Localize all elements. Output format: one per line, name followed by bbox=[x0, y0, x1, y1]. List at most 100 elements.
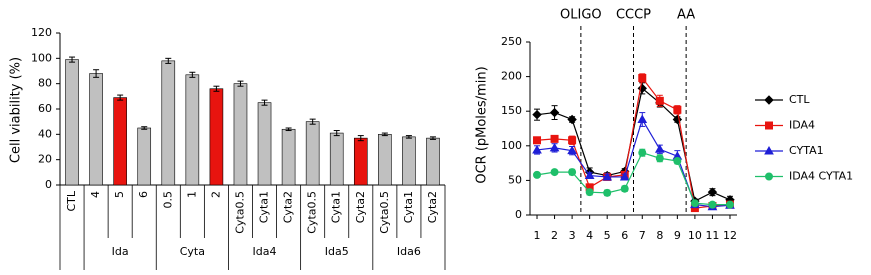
marker bbox=[603, 188, 612, 197]
x-tick-label: CTL bbox=[65, 190, 78, 211]
marker bbox=[673, 105, 682, 114]
group-label: Ida5 bbox=[325, 245, 349, 258]
bar bbox=[305, 121, 320, 186]
x-tick-label: Cyta2 bbox=[282, 191, 295, 223]
marker bbox=[549, 107, 560, 118]
legend-label: CYTA1 bbox=[789, 144, 824, 157]
group-label: Ida4 bbox=[253, 245, 277, 258]
marker bbox=[550, 134, 559, 143]
y-tick-label: 0 bbox=[45, 178, 52, 191]
marker bbox=[690, 199, 699, 208]
x-tick-label: 2 bbox=[209, 191, 222, 198]
y-tick-label: 150 bbox=[501, 104, 522, 117]
bar bbox=[257, 102, 272, 186]
marker bbox=[673, 157, 682, 166]
marker bbox=[765, 121, 773, 130]
bar bbox=[137, 127, 152, 186]
marker bbox=[584, 170, 595, 180]
x-tick-label: Cyta1 bbox=[258, 191, 271, 223]
x-tick-label: Cyta0.5 bbox=[306, 191, 319, 234]
legend-label: IDA4 CYTA1 bbox=[789, 170, 853, 183]
bar bbox=[426, 137, 440, 186]
y-tick-label: 100 bbox=[501, 139, 522, 152]
bar bbox=[329, 132, 344, 186]
marker bbox=[550, 168, 559, 177]
marker bbox=[602, 171, 613, 181]
legend-label: CTL bbox=[789, 93, 810, 106]
y-tick-label: 250 bbox=[501, 35, 522, 48]
marker bbox=[567, 114, 577, 125]
marker bbox=[532, 144, 542, 154]
marker bbox=[567, 145, 577, 155]
marker bbox=[655, 96, 664, 105]
x-tick-label: Cyta0.5 bbox=[378, 191, 391, 234]
bar bbox=[89, 73, 103, 186]
marker bbox=[637, 114, 648, 124]
marker bbox=[549, 142, 560, 152]
x-tick-label: 5 bbox=[604, 229, 611, 242]
bar bbox=[402, 136, 416, 186]
x-tick-label: Cyta1 bbox=[330, 191, 343, 223]
marker bbox=[568, 136, 577, 145]
x-tick-label: 0.5 bbox=[161, 191, 174, 209]
marker bbox=[619, 171, 630, 181]
y-tick-label: 40 bbox=[38, 127, 52, 140]
marker bbox=[638, 148, 647, 157]
group-label: Ida6 bbox=[397, 245, 421, 258]
group-label: Ida bbox=[112, 245, 129, 258]
annotation: OLIGO bbox=[560, 8, 602, 23]
marker bbox=[764, 95, 774, 105]
marker bbox=[764, 145, 774, 155]
bar bbox=[161, 60, 176, 186]
bar bbox=[185, 74, 200, 186]
x-tick-label: 9 bbox=[674, 229, 681, 242]
x-tick-label: 1 bbox=[534, 229, 541, 242]
marker bbox=[533, 170, 542, 179]
marker bbox=[620, 184, 629, 193]
x-tick-label: 12 bbox=[723, 229, 737, 242]
bar bbox=[353, 137, 368, 186]
annotation: CCCP bbox=[616, 8, 651, 23]
marker bbox=[568, 168, 577, 177]
bar bbox=[65, 59, 79, 186]
annotation: AA bbox=[677, 8, 695, 23]
x-tick-label: 7 bbox=[639, 229, 646, 242]
x-tick-label: Cyta2 bbox=[354, 191, 367, 223]
marker bbox=[725, 200, 734, 209]
bar bbox=[233, 83, 248, 186]
group-label: Cyta bbox=[180, 245, 205, 258]
marker bbox=[765, 172, 773, 181]
bar bbox=[378, 134, 392, 186]
marker bbox=[707, 187, 718, 197]
y-tick-label: 80 bbox=[38, 77, 52, 90]
x-tick-label: 4 bbox=[89, 191, 102, 198]
legend-label: IDA4 bbox=[789, 119, 815, 132]
x-tick-label: 6 bbox=[137, 191, 150, 198]
bar bbox=[209, 88, 224, 186]
x-tick-label: 11 bbox=[705, 229, 719, 242]
x-tick-label: 2 bbox=[551, 229, 558, 242]
marker bbox=[533, 136, 542, 145]
y-tick-label: 100 bbox=[31, 51, 52, 64]
x-tick-label: Cyta2 bbox=[426, 191, 439, 223]
y-tick-label: 200 bbox=[501, 70, 522, 83]
x-tick-label: 6 bbox=[621, 229, 628, 242]
x-tick-label: Cyta1 bbox=[402, 191, 415, 223]
x-tick-label: 4 bbox=[586, 229, 593, 242]
bar bbox=[113, 97, 127, 186]
y-tick-label: 120 bbox=[31, 26, 52, 39]
marker bbox=[654, 144, 665, 153]
marker bbox=[585, 188, 594, 197]
marker bbox=[638, 73, 647, 82]
y-tick-label: 20 bbox=[38, 153, 52, 166]
x-tick-label: 10 bbox=[688, 229, 702, 242]
y-axis-label: Cell viability (%) bbox=[9, 57, 24, 163]
marker bbox=[708, 200, 717, 209]
marker bbox=[532, 109, 542, 120]
x-tick-label: 3 bbox=[569, 229, 576, 242]
marker bbox=[655, 154, 664, 163]
x-tick-label: 1 bbox=[185, 191, 198, 198]
x-tick-label: Cyta0.5 bbox=[233, 191, 246, 234]
x-tick-label: 8 bbox=[656, 229, 663, 242]
